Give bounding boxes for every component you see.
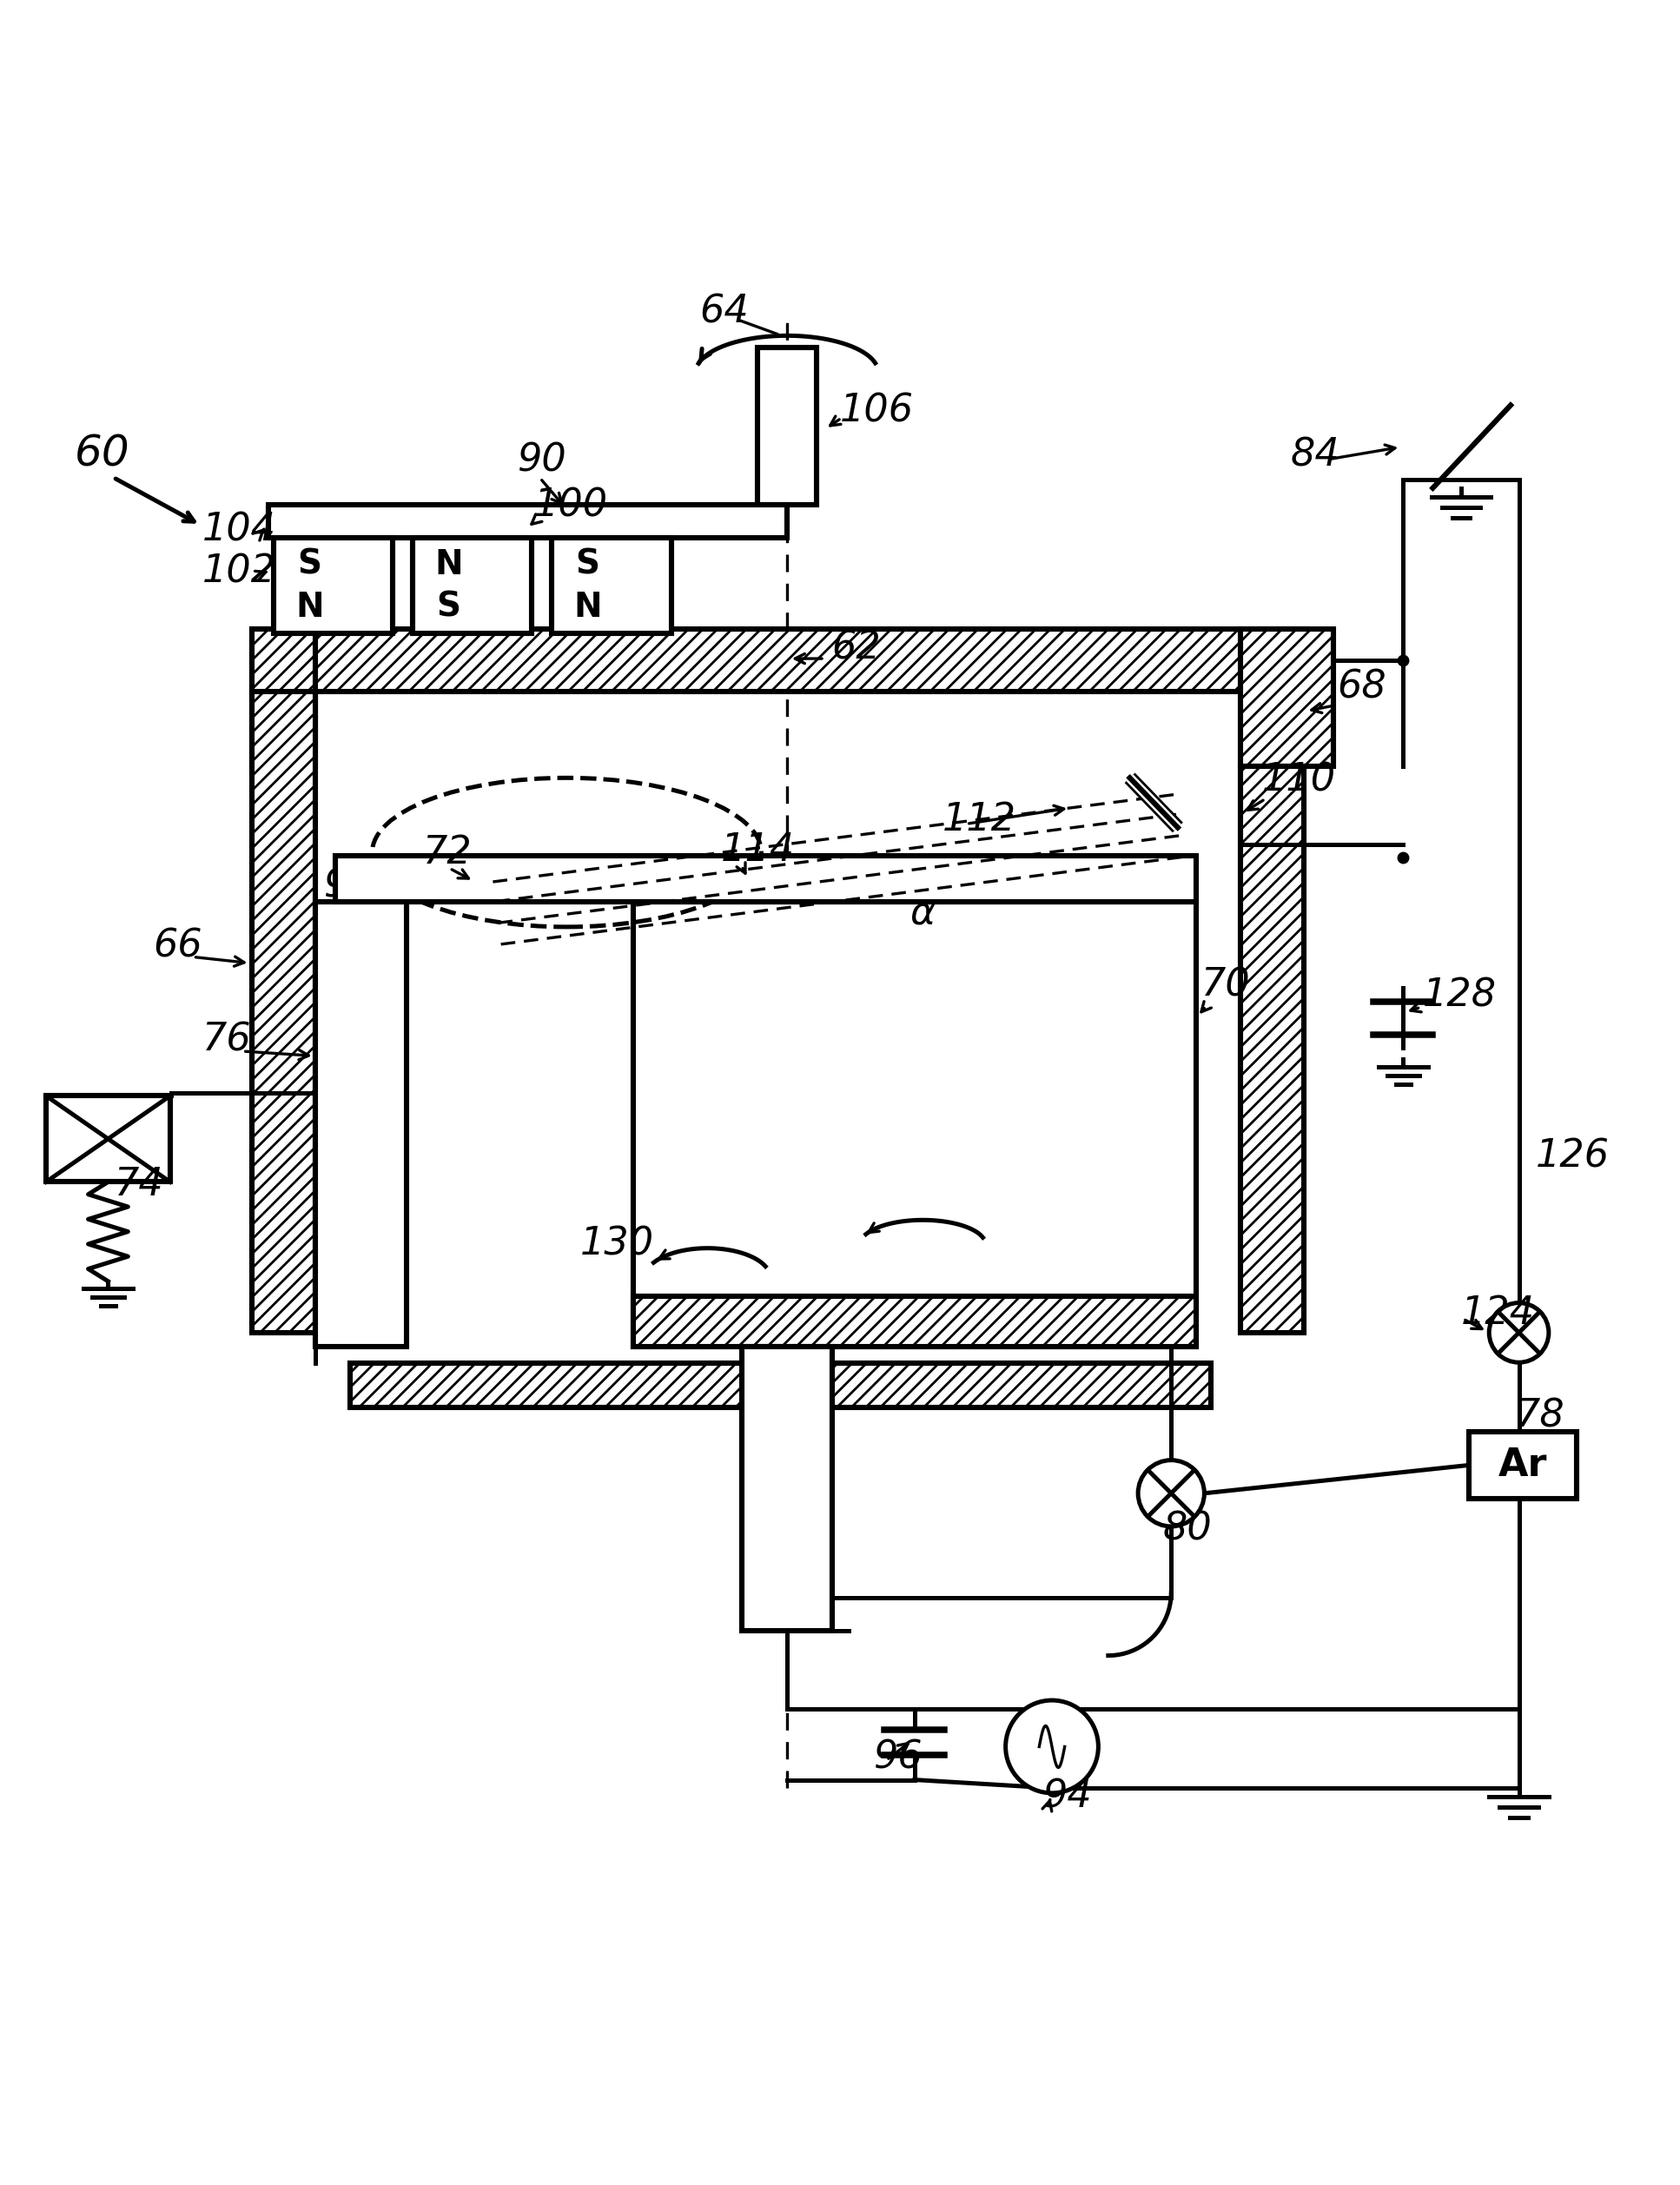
Text: 68: 68: [1337, 669, 1386, 706]
Bar: [274, 538, 393, 634]
Text: 104: 104: [203, 511, 277, 548]
Bar: [252, 693, 316, 1333]
Bar: [269, 505, 786, 538]
Text: 106: 106: [840, 393, 914, 430]
Text: 102: 102: [203, 553, 277, 590]
Text: 130: 130: [580, 1226, 654, 1263]
Bar: [1242, 767, 1304, 1333]
Bar: [334, 857, 1196, 902]
Text: N: N: [435, 548, 462, 581]
Circle shape: [1488, 1302, 1549, 1363]
Text: 78: 78: [1515, 1398, 1564, 1436]
Text: 80: 80: [1163, 1510, 1213, 1547]
Text: 66: 66: [153, 926, 202, 964]
Bar: [758, 347, 816, 505]
Text: 92: 92: [323, 867, 373, 905]
Text: 112: 112: [942, 802, 1016, 839]
Text: 94: 94: [1042, 1779, 1092, 1816]
Text: 100: 100: [534, 487, 608, 524]
Text: S: S: [297, 548, 321, 581]
Text: 124: 124: [1462, 1296, 1536, 1333]
Text: $\alpha$: $\alpha$: [909, 894, 936, 931]
Circle shape: [1137, 1460, 1205, 1527]
Text: 64: 64: [699, 293, 749, 330]
Text: 60: 60: [76, 433, 131, 474]
Text: 70: 70: [1201, 968, 1250, 1005]
Text: 128: 128: [1423, 977, 1497, 1014]
Bar: [1470, 1431, 1578, 1499]
Text: 126: 126: [1536, 1138, 1609, 1176]
Text: 96: 96: [874, 1739, 922, 1776]
Text: 90: 90: [517, 441, 566, 479]
Text: 76: 76: [203, 1023, 252, 1060]
Text: N: N: [296, 590, 324, 623]
Bar: [633, 1296, 1196, 1346]
Bar: [45, 1097, 170, 1182]
Text: 110: 110: [1262, 763, 1336, 800]
Text: 72: 72: [423, 835, 472, 872]
Text: 114: 114: [721, 830, 795, 867]
Text: N: N: [573, 590, 601, 623]
Text: 84: 84: [1290, 437, 1339, 474]
Bar: [413, 538, 533, 634]
Bar: [633, 902, 1196, 1346]
Text: 74: 74: [114, 1165, 165, 1204]
Bar: [252, 629, 316, 767]
Bar: [551, 538, 670, 634]
Bar: [252, 629, 1304, 693]
Text: Ar: Ar: [1499, 1446, 1547, 1484]
Text: 62: 62: [832, 629, 880, 666]
Bar: [349, 1363, 1211, 1407]
Bar: [1242, 629, 1334, 767]
Bar: [316, 902, 407, 1346]
Bar: [741, 1346, 833, 1630]
Circle shape: [1006, 1700, 1099, 1794]
Text: S: S: [437, 590, 460, 623]
Text: S: S: [576, 548, 600, 581]
